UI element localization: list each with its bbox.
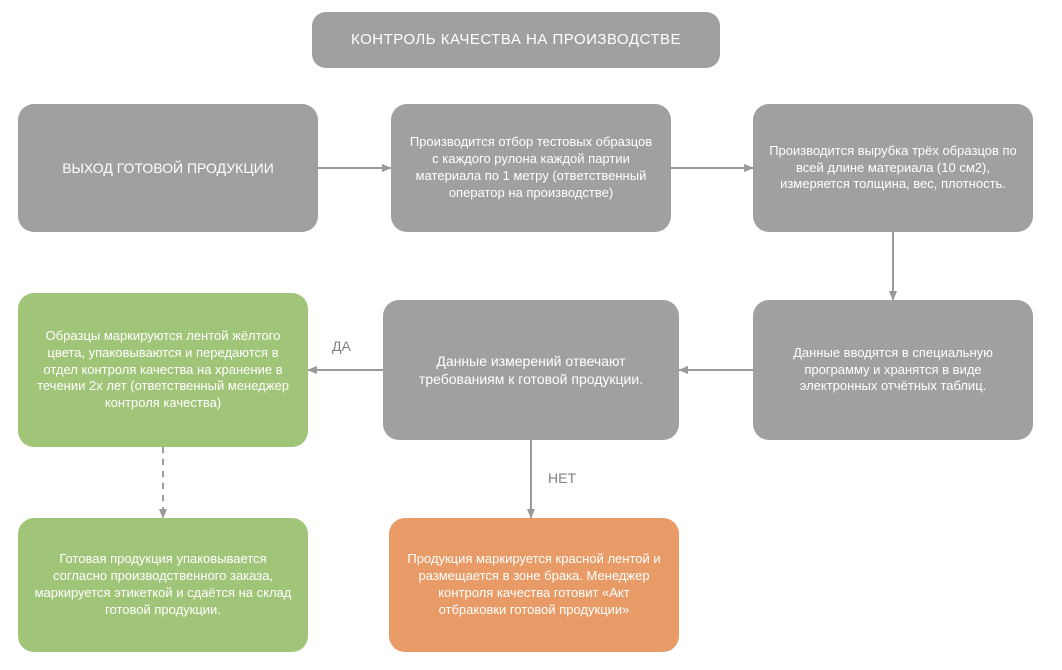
flow-node-text: Производится отбор тестовых образцов с к… (407, 134, 655, 202)
flow-node-n2: Производится отбор тестовых образцов с к… (391, 104, 671, 232)
title-box: КОНТРОЛЬ КАЧЕСТВА НА ПРОИЗВОДСТВЕ (312, 12, 720, 68)
edge-label-n5-n8: НЕТ (548, 470, 576, 486)
flow-node-n8: Продукция маркируется красной лентой и р… (389, 518, 679, 652)
flow-node-n4: Данные вводятся в специальную программу … (753, 300, 1033, 440)
flow-node-text: Образцы маркируются лентой жёлтого цвета… (34, 328, 292, 412)
flow-node-n6: Образцы маркируются лентой жёлтого цвета… (18, 293, 308, 447)
edge-label-n5-n6: ДА (332, 338, 351, 354)
flow-node-text: Данные измерений отвечают требованиям к … (399, 352, 663, 388)
flow-node-text: ВЫХОД ГОТОВОЙ ПРОДУКЦИИ (62, 159, 274, 177)
title-text: КОНТРОЛЬ КАЧЕСТВА НА ПРОИЗВОДСТВЕ (351, 30, 681, 50)
flow-node-text: Продукция маркируется красной лентой и р… (405, 551, 663, 619)
flow-node-n1: ВЫХОД ГОТОВОЙ ПРОДУКЦИИ (18, 104, 318, 232)
flowchart-canvas: КОНТРОЛЬ КАЧЕСТВА НА ПРОИЗВОДСТВЕ ВЫХОД Г… (0, 0, 1062, 670)
flow-node-text: Готовая продукция упаковывается согласно… (34, 551, 292, 619)
flow-node-n5: Данные измерений отвечают требованиям к … (383, 300, 679, 440)
flow-node-n3: Производится вырубка трёх образцов по вс… (753, 104, 1033, 232)
flow-node-n7: Готовая продукция упаковывается согласно… (18, 518, 308, 652)
flow-node-text: Производится вырубка трёх образцов по вс… (769, 143, 1017, 194)
flow-node-text: Данные вводятся в специальную программу … (769, 345, 1017, 396)
